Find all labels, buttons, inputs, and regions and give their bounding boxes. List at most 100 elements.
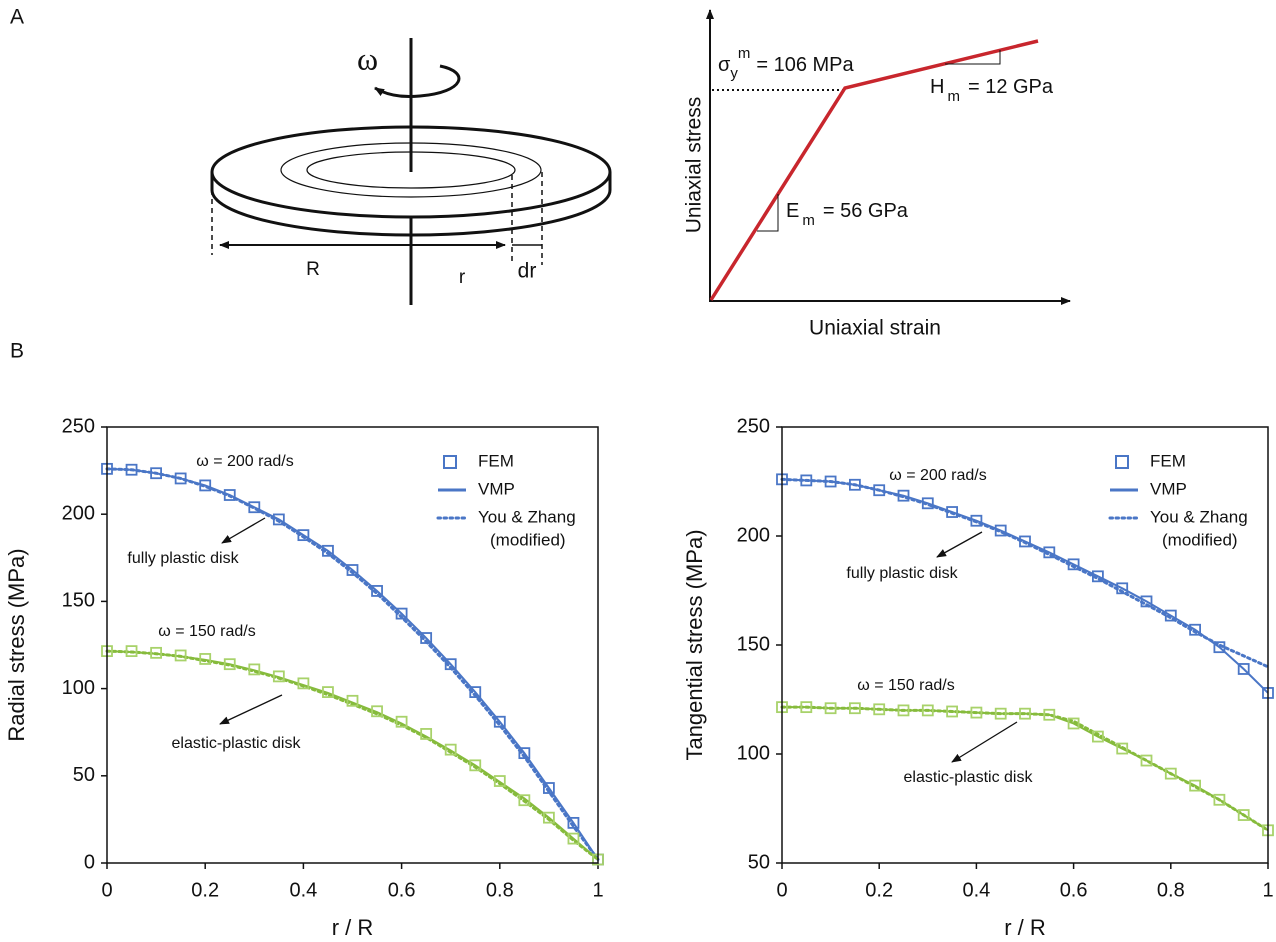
solid-line [106, 650, 599, 861]
fem-marker [272, 670, 285, 683]
fem-marker [1237, 809, 1250, 821]
fem-marker [469, 686, 482, 698]
fem-marker [395, 715, 408, 728]
fem-marker [297, 529, 310, 542]
fem-marker [1019, 707, 1031, 720]
fem-marker [125, 645, 138, 658]
fem-marker [322, 544, 334, 557]
fem-marker [248, 663, 261, 676]
y-tick-label: 100 [737, 742, 770, 764]
fem-marker [994, 707, 1007, 720]
superscript: m [738, 45, 751, 62]
fem-marker [567, 832, 580, 845]
fem-marker [346, 564, 359, 576]
fem-marker [223, 658, 236, 671]
x-tick-label: 0 [776, 879, 787, 901]
fem-marker [150, 467, 163, 480]
fem-marker [1043, 546, 1056, 559]
fem-marker [493, 715, 506, 728]
annotation-arrow [951, 721, 1018, 763]
fem-marker [921, 704, 934, 717]
fem-marker [395, 607, 408, 620]
fem-marker [1164, 609, 1177, 622]
y-axis-label: Tangential stress (MPa) [682, 529, 707, 760]
x-tick-label: 0.4 [962, 879, 990, 901]
symbol: H [930, 76, 944, 98]
fem-marker [444, 658, 457, 671]
x-tick-label: 1 [1262, 879, 1273, 901]
subscript: y [730, 65, 738, 82]
legend-marker [443, 455, 457, 469]
y-tick-label: 150 [737, 633, 770, 655]
fem-marker [297, 677, 310, 690]
fem-marker [420, 632, 433, 644]
annotation: elastic-plastic disk [172, 735, 302, 752]
y-tick-label: 100 [62, 677, 95, 699]
subscript: m [802, 212, 815, 229]
label-text: = 12 GPa [968, 76, 1054, 98]
legend-label: VMP [478, 479, 515, 498]
y-tick-label: 50 [73, 764, 95, 786]
fem-marker [272, 513, 285, 526]
fem-marker [824, 475, 837, 488]
fem-marker [800, 701, 813, 714]
fem-marker [800, 474, 813, 487]
dotted-line [780, 705, 1270, 832]
radius-label: R [306, 259, 320, 280]
fem-marker [897, 489, 910, 502]
legend-label: (modified) [1162, 530, 1238, 549]
fem-marker [518, 747, 531, 760]
annotation: ω = 150 rad/s [857, 677, 954, 694]
fem-marker [1092, 730, 1104, 743]
fem-marker [921, 497, 934, 510]
fem-marker [223, 489, 236, 501]
fem-marker [1067, 558, 1080, 571]
yield-label: σym = 106 MPa [718, 45, 855, 82]
fem-marker [1116, 582, 1129, 595]
fem-marker [849, 478, 861, 491]
fem-marker [174, 472, 187, 485]
symbol: E [786, 200, 799, 222]
legend-label: You & Zhang [478, 507, 576, 526]
annotation: ω = 200 rad/s [196, 453, 293, 470]
x-tick-label: 0.8 [486, 879, 514, 901]
fem-marker [543, 811, 555, 824]
fem-marker [1019, 535, 1031, 548]
dr-label: dr [518, 260, 537, 283]
fem-marker [970, 706, 983, 719]
y-tick-label: 0 [84, 851, 95, 873]
disk-diagram [210, 38, 612, 305]
fem-marker [248, 501, 261, 514]
symbol: σ [718, 54, 731, 76]
fem-marker [1140, 754, 1153, 767]
legend-label: FEM [1150, 451, 1186, 470]
annotation: ω = 150 rad/s [158, 623, 255, 640]
x-tick-label: 1 [592, 879, 603, 901]
fem-marker [346, 694, 359, 707]
annotation-arrow [219, 694, 283, 725]
panel-label: A [10, 6, 24, 29]
fem-marker [371, 585, 383, 597]
fem-marker [493, 775, 506, 787]
x-axis-label: Uniaxial strain [809, 317, 941, 340]
legend-label: (modified) [490, 530, 566, 549]
x-tick-label: 0.4 [289, 879, 317, 901]
legend-label: FEM [478, 451, 514, 470]
fem-marker [873, 703, 886, 716]
label-text: = 56 GPa [823, 200, 909, 222]
r-label: r [459, 267, 466, 288]
fem-marker [1213, 641, 1226, 654]
fem-marker [1213, 793, 1226, 806]
dotted-line [105, 649, 600, 862]
dotted-line [105, 467, 600, 862]
x-tick-label: 0.8 [1157, 879, 1185, 901]
panel-label: B [10, 340, 24, 363]
y-tick-label: 250 [737, 415, 770, 437]
fem-marker [1164, 767, 1177, 780]
fem-marker [125, 463, 138, 476]
x-tick-label: 0 [101, 879, 112, 901]
fem-marker [1237, 663, 1250, 675]
fem-marker [1043, 708, 1056, 721]
fem-marker [1092, 570, 1104, 583]
